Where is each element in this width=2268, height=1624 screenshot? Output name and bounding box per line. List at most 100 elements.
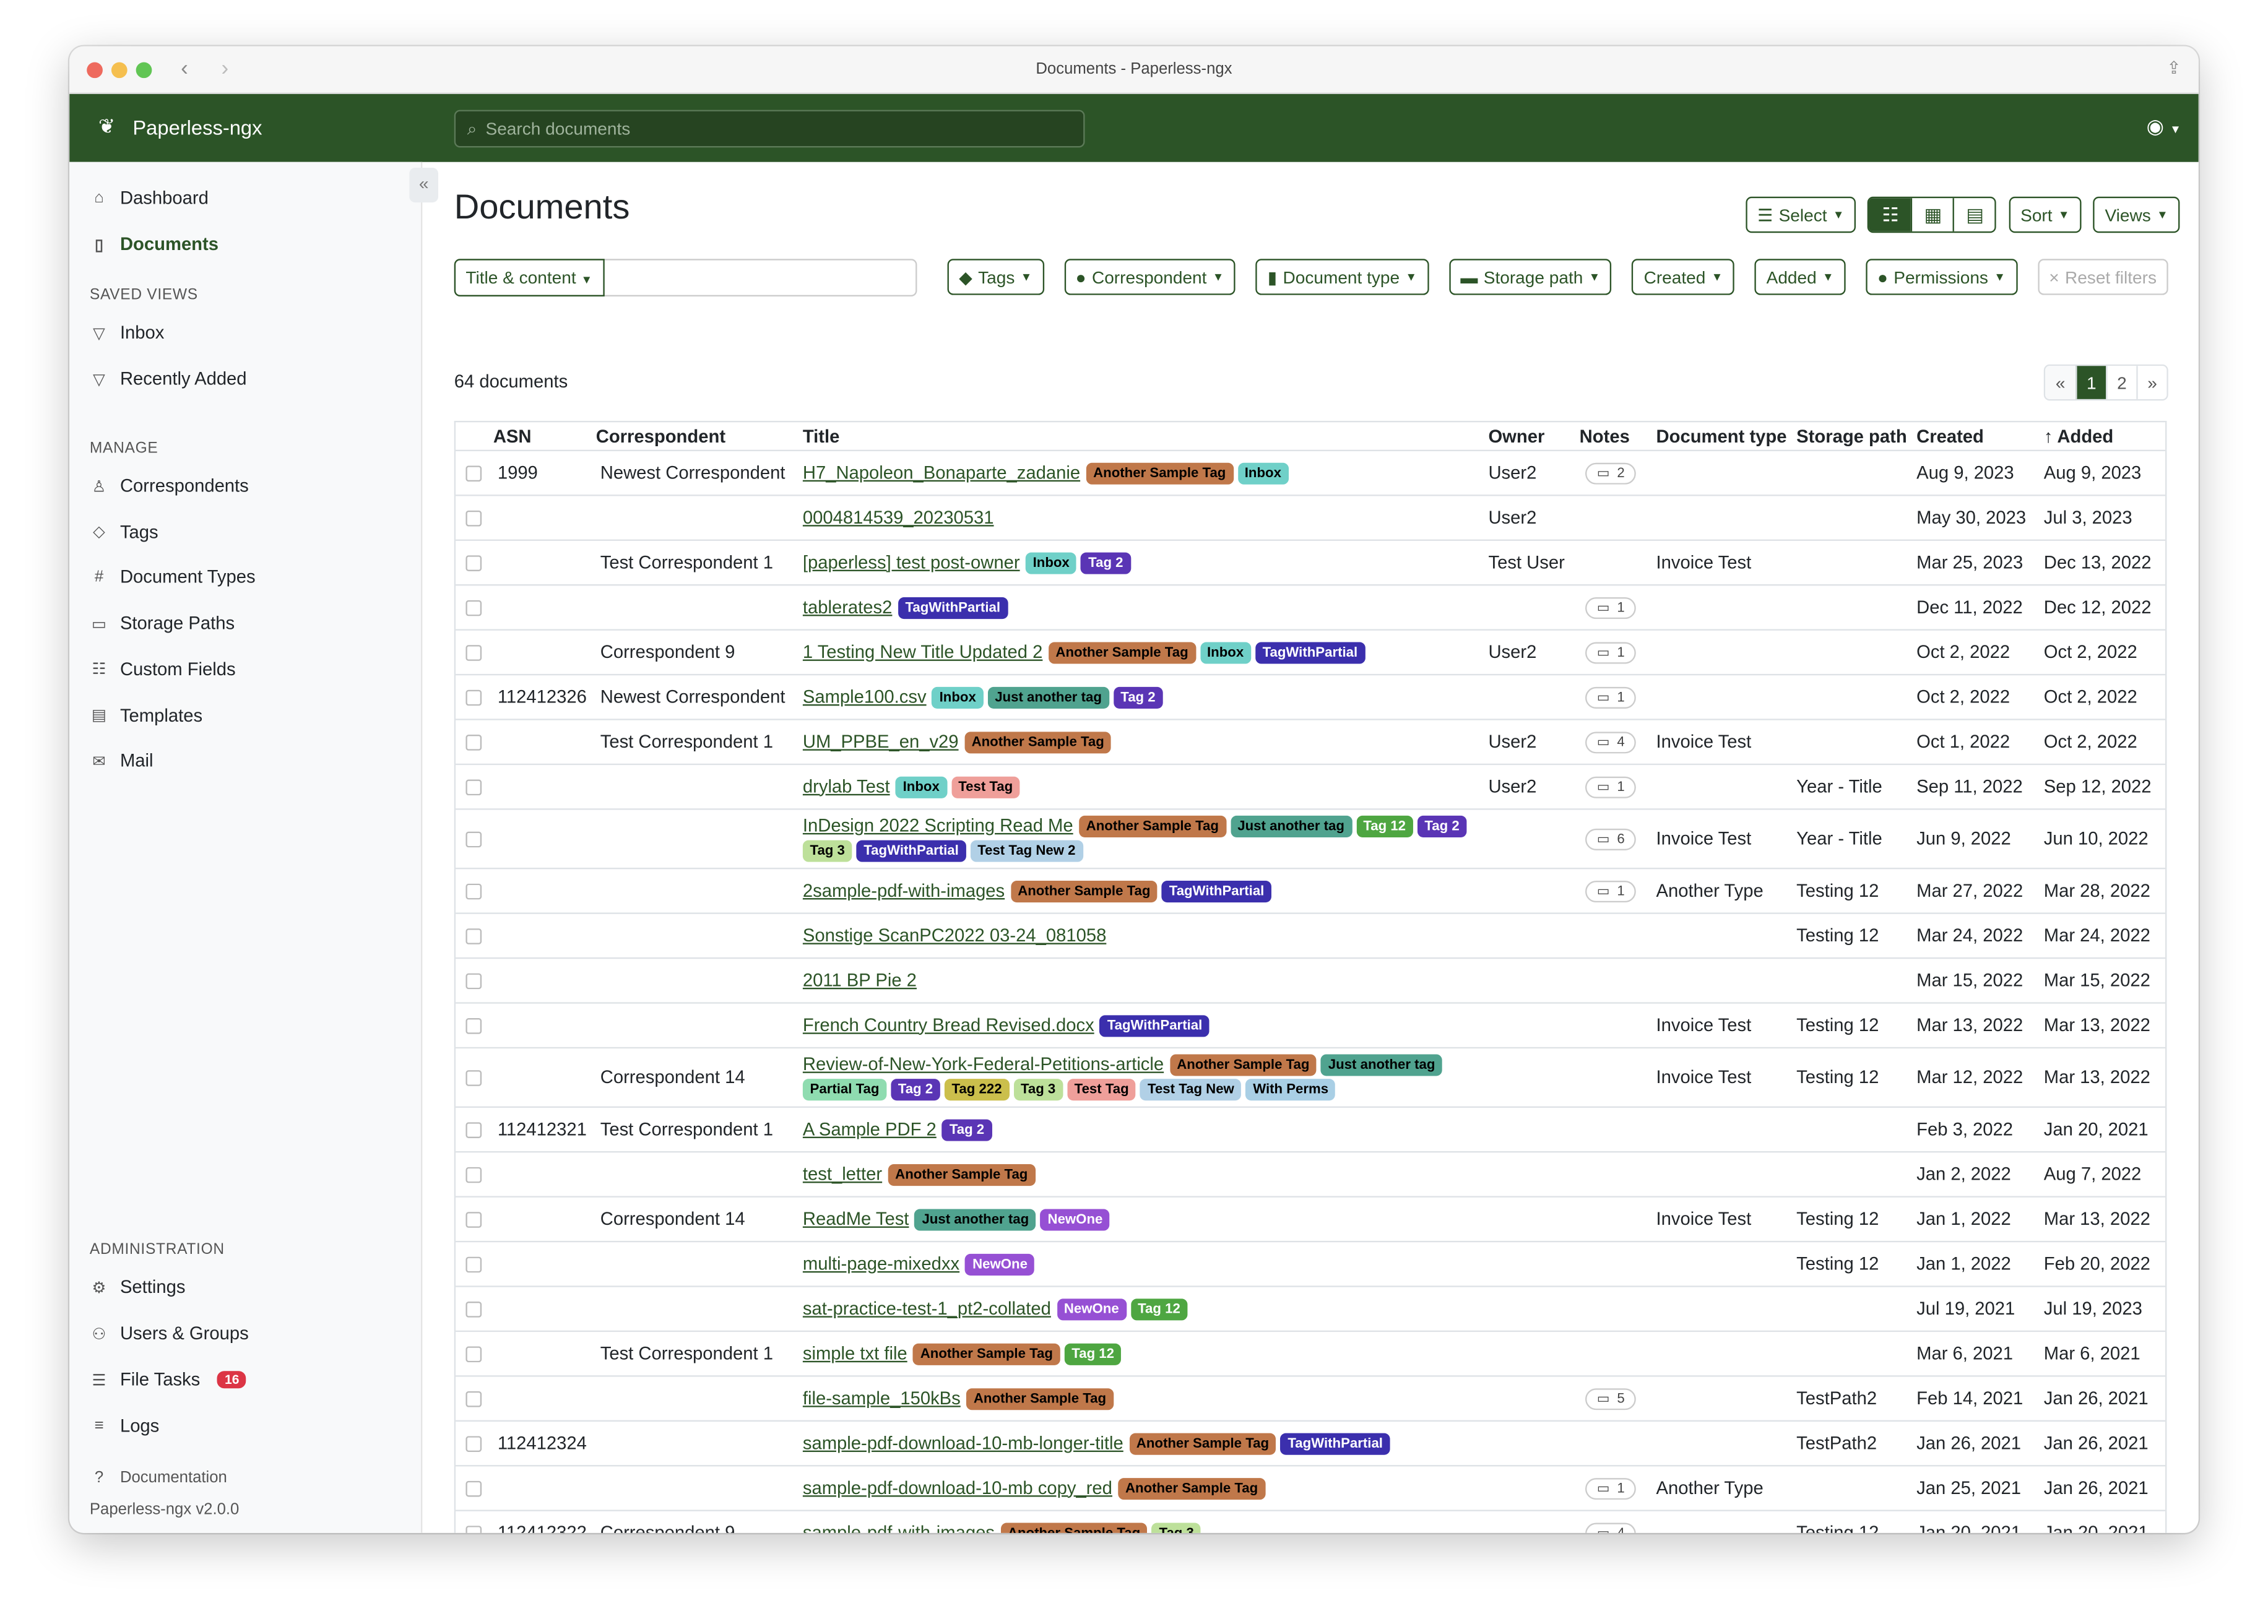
tag-badge[interactable]: TagWithPartial bbox=[856, 840, 966, 862]
select-button[interactable]: ☰ Select ▼ bbox=[1746, 196, 1856, 233]
back-icon[interactable]: ‹ bbox=[181, 56, 188, 81]
document-title-link[interactable]: UM_PPBE_en_v29 bbox=[802, 731, 959, 751]
tag-badge[interactable]: Another Sample Tag bbox=[1129, 1432, 1276, 1454]
document-title-link[interactable]: file-sample_150kBs bbox=[802, 1388, 961, 1408]
tag-badge[interactable]: TagWithPartial bbox=[1162, 879, 1272, 902]
tag-badge[interactable]: TagWithPartial bbox=[898, 596, 1008, 618]
close-window-button[interactable] bbox=[87, 62, 103, 79]
table-row[interactable]: 112412321 Test Correspondent 1 A Sample PD… bbox=[456, 1108, 2166, 1153]
row-checkbox[interactable] bbox=[465, 1211, 482, 1227]
row-checkbox[interactable] bbox=[465, 1480, 482, 1497]
sidebar-item-tags[interactable]: ◇ Tags bbox=[90, 522, 158, 542]
text-filter-input[interactable] bbox=[602, 261, 915, 295]
row-checkbox[interactable] bbox=[465, 555, 482, 571]
text-filter-mode-dropdown[interactable]: Title & content ▼ bbox=[454, 259, 604, 297]
notes-badge[interactable]: ▭ 2 bbox=[1585, 462, 1637, 485]
column-header-asn[interactable]: ASN bbox=[493, 426, 532, 446]
tag-badge[interactable]: Another Sample Tag bbox=[964, 731, 1112, 753]
tag-badge[interactable]: Another Sample Tag bbox=[1086, 462, 1234, 484]
sidebar-item-inbox[interactable]: ▽ Inbox bbox=[90, 322, 164, 343]
large-cards-view-icon[interactable]: ▤ bbox=[1953, 198, 1996, 231]
row-checkbox[interactable] bbox=[465, 1121, 482, 1138]
views-button[interactable]: Views ▼ bbox=[2093, 196, 2180, 233]
document-title-link[interactable]: sat-practice-test-1_pt2-collated bbox=[802, 1298, 1051, 1318]
tag-badge[interactable]: Tag 3 bbox=[1151, 1522, 1201, 1533]
row-checkbox[interactable] bbox=[465, 1256, 482, 1272]
row-checkbox[interactable] bbox=[465, 1300, 482, 1317]
table-row[interactable]: Correspondent 9 1 Testing New Title Updat… bbox=[456, 631, 2166, 676]
tag-badge[interactable]: Just another tag bbox=[1321, 1054, 1443, 1076]
share-icon[interactable]: ⇪ bbox=[2166, 58, 2181, 79]
row-checkbox[interactable] bbox=[465, 1525, 482, 1533]
tag-badge[interactable]: Another Sample Tag bbox=[1078, 815, 1226, 837]
tag-badge[interactable]: Inbox bbox=[932, 686, 984, 708]
document-title-link[interactable]: InDesign 2022 Scripting Read Me bbox=[802, 815, 1073, 836]
document-title-link[interactable]: simple txt file bbox=[802, 1342, 907, 1363]
row-checkbox[interactable] bbox=[465, 1390, 482, 1407]
column-header-document-type[interactable]: Document type bbox=[1656, 426, 1787, 446]
document-title-link[interactable]: Sonstige ScanPC2022 03-24_081058 bbox=[802, 925, 1107, 946]
document-title-link[interactable]: 2011 BP Pie 2 bbox=[802, 969, 917, 990]
permissions-filter-button[interactable]: ● Permissions ▼ bbox=[1866, 259, 2017, 295]
tag-badge[interactable]: Another Sample Tag bbox=[1169, 1054, 1317, 1076]
storage-path-filter-button[interactable]: ▬ Storage path ▼ bbox=[1448, 259, 1612, 295]
pagination-page-1[interactable]: 1 bbox=[2075, 366, 2106, 399]
column-header-added[interactable]: ↑ Added bbox=[2040, 426, 2168, 446]
user-menu-button[interactable]: ◉ ▼ bbox=[2147, 114, 2181, 139]
tag-badge[interactable]: Another Sample Tag bbox=[1010, 879, 1158, 902]
added-filter-button[interactable]: Added ▼ bbox=[1754, 259, 1846, 295]
table-row[interactable]: Sonstige ScanPC2022 03-24_081058 Testing … bbox=[456, 914, 2166, 959]
document-title-link[interactable]: ReadMe Test bbox=[802, 1208, 909, 1229]
tag-badge[interactable]: Another Sample Tag bbox=[966, 1388, 1114, 1410]
sidebar-item-mail[interactable]: ✉ Mail bbox=[90, 751, 153, 771]
row-checkbox[interactable] bbox=[465, 1166, 482, 1183]
tag-badge[interactable]: Just another tag bbox=[1230, 815, 1352, 837]
tag-badge[interactable]: Tag 12 bbox=[1130, 1298, 1188, 1320]
sidebar-item-recently-added[interactable]: ▽ Recently Added bbox=[90, 369, 246, 389]
list-view-icon[interactable]: ☷ bbox=[1869, 198, 1911, 231]
document-title-link[interactable]: multi-page-mixedxx bbox=[802, 1253, 960, 1274]
tag-badge[interactable]: Inbox bbox=[1237, 462, 1289, 484]
row-checkbox[interactable] bbox=[465, 927, 482, 944]
column-header-storage-path[interactable]: Storage path bbox=[1796, 426, 1907, 446]
sidebar-item-templates[interactable]: ▤ Templates bbox=[90, 705, 202, 725]
reset-filters-button[interactable]: × Reset filters bbox=[2037, 259, 2168, 295]
table-row[interactable]: Correspondent 14 ReadMe Test Just another … bbox=[456, 1198, 2166, 1243]
document-title-link[interactable]: tablerates2 bbox=[802, 596, 893, 617]
document-title-link[interactable]: 0004814539_20230531 bbox=[802, 507, 994, 527]
document-title-link[interactable]: A Sample PDF 2 bbox=[802, 1118, 937, 1139]
tag-badge[interactable]: Tag 3 bbox=[802, 840, 852, 862]
table-row[interactable]: sat-practice-test-1_pt2-collated NewOne Ta… bbox=[456, 1287, 2166, 1332]
column-header-notes[interactable]: Notes bbox=[1579, 426, 1630, 446]
pagination-page-2[interactable]: 2 bbox=[2106, 366, 2137, 399]
notes-badge[interactable]: ▭ 1 bbox=[1585, 881, 1637, 903]
notes-badge[interactable]: ▭ 6 bbox=[1585, 828, 1637, 850]
table-row[interactable]: 0004814539_20230531 User2 May 30, 2023 Jul … bbox=[456, 496, 2166, 541]
tag-badge[interactable]: Tag 2 bbox=[1081, 551, 1131, 574]
table-row[interactable]: 2sample-pdf-with-images Another Sample Ta… bbox=[456, 869, 2166, 914]
document-title-link[interactable]: 2sample-pdf-with-images bbox=[802, 879, 1005, 901]
row-checkbox[interactable] bbox=[465, 1435, 482, 1451]
correspondent-filter-button[interactable]: ● Correspondent ▼ bbox=[1063, 259, 1236, 295]
brand-logo[interactable]: ❦ Paperless-ngx bbox=[98, 114, 262, 139]
table-row[interactable]: 112412324 sample-pdf-download-10-mb-longe… bbox=[456, 1422, 2166, 1467]
tag-badge[interactable]: Tag 12 bbox=[1064, 1342, 1122, 1365]
sidebar-item-dashboard[interactable]: ⌂ Dashboard bbox=[90, 188, 209, 209]
collapse-sidebar-button[interactable]: « bbox=[409, 168, 439, 203]
table-row[interactable]: Test Correspondent 1 UM_PPBE_en_v29 Anothe… bbox=[456, 720, 2166, 766]
tag-badge[interactable]: Just another tag bbox=[914, 1208, 1036, 1230]
documentation-link[interactable]: ? Documentation bbox=[90, 1469, 227, 1487]
row-checkbox[interactable] bbox=[465, 465, 482, 481]
notes-badge[interactable]: ▭ 1 bbox=[1585, 1478, 1637, 1500]
table-row[interactable]: 2011 BP Pie 2 Mar 15, 2022 Mar 15, 2022 bbox=[456, 959, 2166, 1004]
table-row[interactable]: Test Correspondent 1 [paperless] test pos… bbox=[456, 541, 2166, 586]
sidebar-item-settings[interactable]: ⚙ Settings bbox=[90, 1277, 186, 1297]
document-title-link[interactable]: French Country Bread Revised.docx bbox=[802, 1014, 1094, 1035]
maximize-window-button[interactable] bbox=[136, 62, 152, 79]
sidebar-item-logs[interactable]: ≡ Logs bbox=[90, 1416, 160, 1436]
tag-badge[interactable]: Another Sample Tag bbox=[913, 1342, 1060, 1365]
tag-badge[interactable]: Tag 2 bbox=[891, 1079, 940, 1101]
created-filter-button[interactable]: Created ▼ bbox=[1632, 259, 1734, 295]
row-checkbox[interactable] bbox=[465, 509, 482, 526]
sidebar-item-document-types[interactable]: # Document Types bbox=[90, 568, 256, 588]
